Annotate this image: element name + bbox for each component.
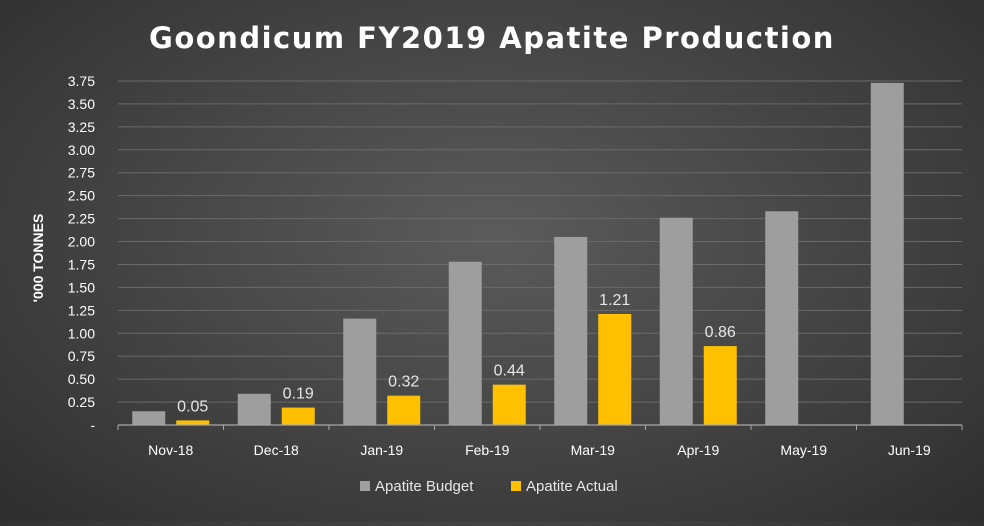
actual-bar [598,314,632,425]
y-tick-label: 0.25 [68,394,95,410]
y-tick-label: 2.25 [68,211,95,227]
budget-bar [237,393,271,425]
y-tick-label: - [90,417,95,433]
data-labels: 0.05 0.19 0.32 0.44 1.21 0.86 [177,292,736,415]
y-tick-label: 3.75 [68,73,95,89]
y-tick-label: 3.25 [68,119,95,135]
legend-label-budget: Apatite Budget [375,478,474,495]
y-tick-label: 0.75 [68,348,95,364]
actual-bar [176,420,210,425]
x-tick-label: Jun-19 [888,442,931,458]
budget-bar [554,236,588,425]
y-tick-label: 2.75 [68,165,95,181]
actual-data-label: 0.44 [494,363,525,380]
x-tick-label: Nov-18 [148,442,193,458]
budget-bar [132,411,166,425]
budget-bar [448,261,482,425]
y-tick-label: 2.50 [68,188,95,204]
actual-data-label: 0.19 [283,386,314,403]
budget-bar [870,82,904,426]
legend-label-actual: Apatite Actual [526,478,618,495]
y-tick-label: 1.50 [68,279,95,295]
bars [132,82,904,426]
budget-bar [765,211,799,425]
x-tick-label: Dec-18 [254,442,299,458]
actual-bar [492,384,526,425]
actual-bar [281,407,315,425]
y-tick-label: 1.25 [68,302,95,318]
legend-swatch-budget [360,481,370,491]
x-tick-label: Jan-19 [360,442,403,458]
y-axis-label: '000 TONNES [30,214,46,303]
budget-bar [659,217,693,425]
x-tick-label: Mar-19 [571,442,616,458]
y-tick-label: 3.50 [68,96,95,112]
legend-swatch-actual [511,481,521,491]
x-tick-label: May-19 [780,442,827,458]
actual-bar [387,395,421,425]
gridlines [118,80,962,403]
legend: Apatite Budget Apatite Actual [360,478,618,495]
y-tick-label: 1.00 [68,325,95,341]
axes: - 0.25 0.50 0.75 1.00 1.25 1.50 1.75 2.00 2.25 2.5… [68,73,963,458]
actual-data-label: 0.86 [705,324,736,341]
y-tick-label: 0.50 [68,371,95,387]
y-tick-label: 1.75 [68,256,95,272]
y-tick-label: 3.00 [68,142,95,158]
actual-data-label: 1.21 [599,292,630,309]
x-tick-label: Apr-19 [677,442,719,458]
actual-data-label: 0.32 [388,374,419,391]
chart-title: Goondicum FY2019 Apatite Production [149,21,835,55]
actual-bar [703,346,737,425]
x-tick-label: Feb-19 [465,442,510,458]
budget-bar [343,318,377,425]
actual-data-label: 0.05 [177,398,208,415]
y-tick-label: 2.00 [68,234,95,250]
